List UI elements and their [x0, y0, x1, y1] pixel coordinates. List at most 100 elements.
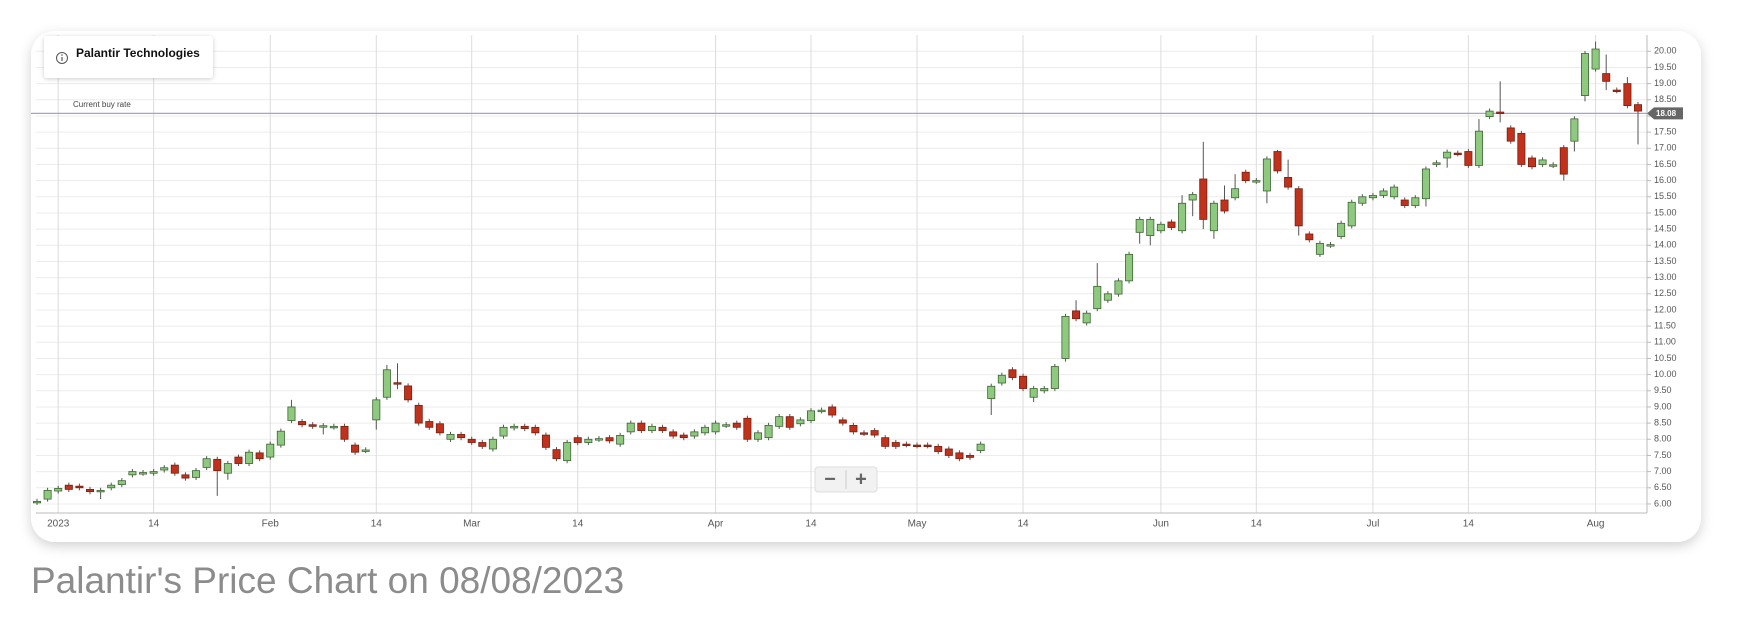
candle-body — [679, 434, 688, 439]
candle-body — [192, 470, 201, 478]
y-tick-label: 6.00 — [1654, 498, 1672, 508]
candle-body — [647, 425, 656, 431]
candle-body — [541, 434, 550, 448]
y-tick-label: 15.00 — [1654, 207, 1677, 217]
candle-body — [1538, 159, 1547, 165]
caption: Palantir's Price Chart on 08/08/2023 — [31, 560, 624, 601]
candle-body — [785, 416, 794, 428]
candle-body — [234, 456, 243, 464]
candle-body — [1209, 202, 1218, 232]
y-tick-label: 10.50 — [1654, 353, 1677, 363]
candle-body — [446, 434, 455, 440]
y-tick-label: 11.50 — [1654, 320, 1676, 330]
candle-body — [1453, 152, 1462, 156]
candle-body — [223, 463, 232, 474]
y-tick-label: 6.50 — [1654, 482, 1672, 492]
candle-body — [1125, 253, 1134, 282]
candle-body — [976, 443, 985, 451]
x-tick-label: Aug — [1587, 519, 1605, 530]
candle-body — [594, 438, 603, 441]
candle-body — [1443, 151, 1452, 159]
x-tick-label: 14 — [371, 519, 383, 530]
candle-body — [425, 421, 434, 428]
candle-body — [563, 442, 572, 462]
y-tick-label: 7.50 — [1654, 450, 1672, 460]
candle-body — [255, 452, 264, 460]
candle-body — [605, 437, 614, 442]
candle-body — [1421, 168, 1430, 200]
candle-body — [1570, 118, 1579, 142]
y-tick-label: 8.00 — [1654, 434, 1672, 444]
candle-body — [75, 485, 84, 489]
info-icon[interactable] — [56, 52, 68, 64]
y-tick-label: 14.50 — [1654, 223, 1677, 233]
candle-body — [934, 445, 943, 452]
zoom-out-button[interactable]: − — [824, 468, 836, 490]
candle-body — [149, 471, 158, 474]
y-tick-label: 7.00 — [1654, 466, 1672, 476]
candle-body — [1156, 223, 1165, 232]
candle-body — [997, 374, 1006, 384]
candle-body — [1527, 157, 1536, 168]
candle-body — [923, 444, 932, 448]
candle-body — [1464, 151, 1473, 166]
candle-body — [616, 435, 625, 445]
y-tick-label: 13.50 — [1654, 256, 1677, 266]
candle-body — [1061, 316, 1070, 359]
candle-body — [1358, 196, 1367, 204]
candle-body — [1135, 219, 1144, 233]
candle-body — [181, 474, 190, 479]
x-tick-label: 14 — [1251, 519, 1263, 530]
candle-body — [669, 431, 678, 437]
candle-body — [213, 458, 222, 472]
x-tick-label: 14 — [148, 519, 160, 530]
candle-body — [1146, 219, 1155, 236]
candle-body — [1506, 127, 1515, 142]
candle-body — [870, 430, 879, 436]
zoom-in-button[interactable]: + — [855, 468, 867, 490]
candle-body — [1294, 188, 1303, 227]
candle-body — [531, 426, 540, 434]
candle-body — [170, 464, 179, 474]
candle-body — [329, 425, 338, 429]
legend-label: Palantir Technologies — [76, 46, 200, 60]
reference-value-label: 18.08 — [1656, 109, 1677, 118]
y-tick-label: 14.00 — [1654, 240, 1677, 250]
candle-body — [944, 448, 953, 456]
y-tick-label: 11.00 — [1654, 337, 1676, 347]
candle-body — [1390, 186, 1399, 198]
candle-body — [1188, 194, 1197, 201]
candle-body — [499, 426, 508, 437]
y-tick-label: 17.00 — [1654, 143, 1677, 153]
candle-body — [1517, 133, 1526, 165]
candle-body — [245, 451, 254, 464]
candle-body — [1549, 164, 1558, 167]
candle-body — [626, 422, 635, 433]
candle-body — [64, 484, 73, 490]
candle-body — [202, 458, 211, 468]
candle-body — [1114, 280, 1123, 295]
candle-body — [1496, 111, 1505, 114]
x-tick-label: Mar — [463, 519, 481, 530]
candle-body — [891, 442, 900, 447]
candle-body — [584, 438, 593, 443]
y-tick-label: 13.00 — [1654, 272, 1677, 282]
candle-body — [1199, 178, 1208, 220]
candle-body — [1029, 388, 1038, 398]
y-tick-label: 18.50 — [1654, 94, 1677, 104]
candle-body — [1623, 83, 1632, 107]
candle-body — [1241, 171, 1250, 182]
candle-body — [552, 449, 561, 460]
candle-body — [902, 443, 911, 447]
candle-body — [1602, 73, 1611, 82]
candle-body — [1337, 222, 1346, 237]
candle-body — [160, 467, 169, 471]
y-tick-label: 17.50 — [1654, 126, 1677, 136]
x-tick-label: May — [908, 519, 927, 530]
candle-body — [828, 406, 837, 416]
candle-body — [1400, 199, 1409, 206]
candle-body — [743, 417, 752, 440]
candle-body — [1178, 202, 1187, 232]
candle-body — [1167, 221, 1176, 228]
